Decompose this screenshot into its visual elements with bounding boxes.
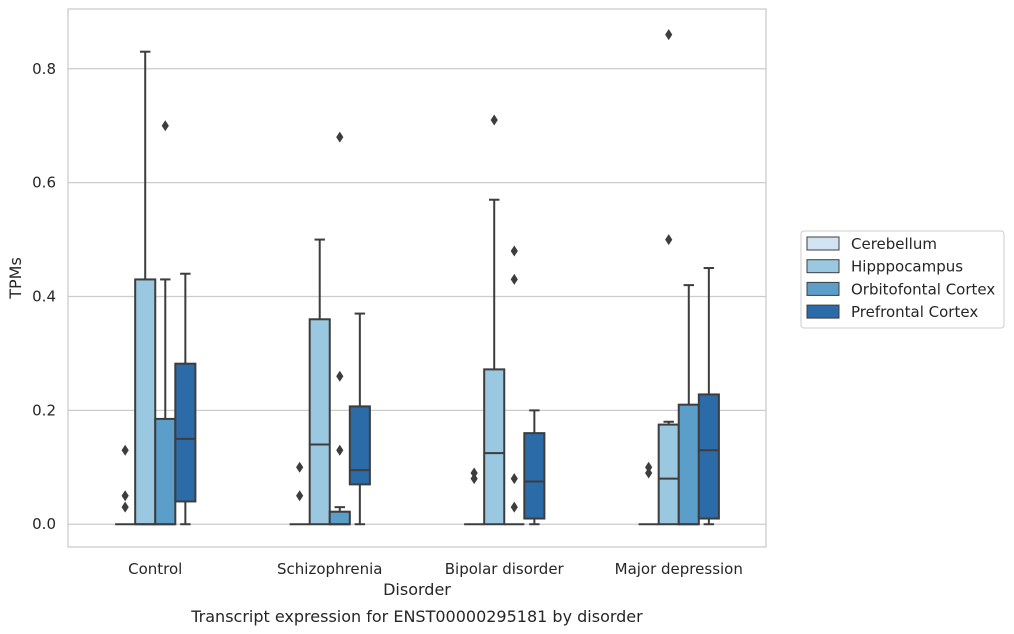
outlier-point bbox=[121, 490, 129, 502]
box-body bbox=[328, 510, 351, 526]
box-body bbox=[483, 368, 506, 526]
y-axis-ticks: 0.0 0.2 0.4 0.6 0.8 bbox=[32, 60, 56, 533]
outlier-point bbox=[645, 461, 653, 473]
box-body bbox=[523, 432, 546, 520]
x-tick-label: Major depression bbox=[615, 560, 743, 578]
box-orbitofontal-cortex-3 bbox=[677, 284, 700, 526]
outlier-point bbox=[510, 273, 518, 285]
outlier-point bbox=[470, 467, 478, 479]
box-prefrontal-cortex-3 bbox=[697, 267, 720, 526]
box-body bbox=[308, 318, 331, 526]
outlier-point bbox=[336, 131, 344, 143]
box-hipppocampus-3 bbox=[657, 29, 680, 526]
box-prefrontal-cortex-0 bbox=[174, 272, 197, 526]
box-body bbox=[348, 405, 371, 486]
box-hipppocampus-2 bbox=[483, 114, 506, 526]
x-axis-label: Disorder bbox=[383, 580, 451, 599]
box-body bbox=[174, 362, 197, 503]
outlier-point bbox=[645, 467, 653, 479]
legend-label: Prefrontal Cortex bbox=[851, 303, 978, 321]
legend-swatch bbox=[806, 281, 840, 296]
x-tick-label: Schizophrenia bbox=[277, 560, 382, 578]
outlier-point bbox=[665, 234, 673, 246]
legend: Cerebellum Hipppocampus Orbitofontal Corte… bbox=[800, 230, 1005, 329]
outlier-point bbox=[296, 461, 304, 473]
outlier-point bbox=[510, 473, 518, 485]
box-orbitofontal-cortex-1 bbox=[328, 131, 351, 526]
box-prefrontal-cortex-1 bbox=[348, 312, 371, 526]
outlier-point bbox=[121, 444, 129, 456]
legend-swatch bbox=[806, 259, 840, 274]
box-cerebellum-2 bbox=[464, 467, 485, 526]
box-hipppocampus-1 bbox=[308, 238, 331, 526]
outlier-point bbox=[510, 245, 518, 257]
outlier-point bbox=[336, 444, 344, 456]
plot-frame bbox=[67, 8, 767, 548]
outlier-point bbox=[121, 501, 129, 513]
outlier-point bbox=[490, 114, 498, 126]
legend-swatch bbox=[806, 236, 840, 251]
x-axis-ticks: Control Schizophrenia Bipolar disorder Majo… bbox=[128, 560, 743, 578]
outlier-point bbox=[336, 370, 344, 382]
y-tick-label: 0.0 bbox=[32, 515, 56, 533]
legend-swatch bbox=[806, 304, 840, 319]
box-body bbox=[677, 403, 700, 526]
chart-caption: Transcript expression for ENST0000029518… bbox=[190, 607, 643, 626]
outlier-point bbox=[296, 490, 304, 502]
box-body bbox=[697, 393, 720, 520]
box-hipppocampus-0 bbox=[134, 50, 157, 526]
x-tick-label: Bipolar disorder bbox=[445, 560, 565, 578]
box-body bbox=[154, 417, 177, 526]
legend-label: Hipppocampus bbox=[851, 258, 963, 276]
y-tick-label: 0.6 bbox=[32, 174, 56, 192]
box-body bbox=[134, 278, 157, 526]
legend-label: Orbitofontal Cortex bbox=[851, 280, 995, 298]
box-orbitofontal-cortex-0 bbox=[154, 120, 177, 526]
outlier-point bbox=[510, 501, 518, 513]
outlier-point bbox=[665, 29, 673, 41]
outlier-point bbox=[161, 120, 169, 132]
box-cerebellum-1 bbox=[289, 461, 310, 526]
outlier-point bbox=[470, 473, 478, 485]
legend-label: Cerebellum bbox=[851, 235, 937, 253]
y-tick-label: 0.8 bbox=[32, 60, 56, 78]
y-tick-label: 0.2 bbox=[32, 401, 56, 419]
y-axis-label: TPMs bbox=[6, 257, 25, 300]
legend-frame bbox=[800, 230, 1005, 329]
box-plot-marks bbox=[115, 29, 720, 526]
box-prefrontal-cortex-2 bbox=[523, 409, 546, 526]
box-orbitofontal-cortex-2 bbox=[504, 245, 525, 526]
box-cerebellum-0 bbox=[115, 444, 136, 526]
box-body bbox=[657, 423, 680, 526]
x-tick-label: Control bbox=[128, 560, 182, 578]
box-cerebellum-3 bbox=[638, 461, 659, 526]
y-tick-label: 0.4 bbox=[32, 288, 56, 306]
